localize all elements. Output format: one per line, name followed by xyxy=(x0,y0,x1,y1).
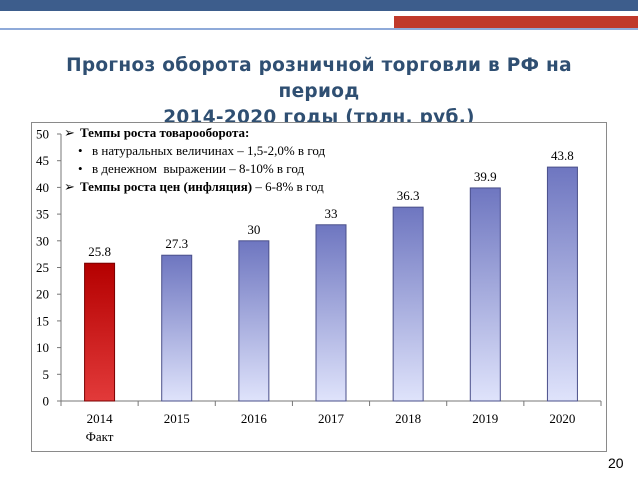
value-labels: 25.8 27.3 30 33 36.3 39.9 43.8 xyxy=(88,148,574,259)
value-label-2018: 36.3 xyxy=(397,188,420,203)
y-tick-label: 0 xyxy=(43,394,50,409)
arrow-bullet-icon: ➢ xyxy=(64,179,75,194)
value-label-2017: 33 xyxy=(325,206,338,221)
dot-bullet-icon: • xyxy=(78,161,83,176)
x-tick-label-2017: 2017 xyxy=(318,411,345,426)
x-tick-label-2016: 2016 xyxy=(241,411,268,426)
y-tick-label: 45 xyxy=(36,153,49,168)
note-item-1: ➢ Темпы роста товарооборота: xyxy=(64,124,325,142)
note-subitem-2: • в денежном выражении – 8-10% в год xyxy=(64,160,325,178)
x-sublabel-2014: Факт xyxy=(86,429,114,444)
y-tick-label: 20 xyxy=(36,287,49,302)
note-item-2-bold: Темпы роста цен (инфляция) xyxy=(80,179,253,194)
y-tick-label: 25 xyxy=(36,260,49,275)
bar-2016 xyxy=(238,240,270,402)
x-tick-label-2015: 2015 xyxy=(164,411,190,426)
note-subitem-1-text: в натуральных величинах – 1,5-2,0% в год xyxy=(92,143,326,158)
value-label-2015: 27.3 xyxy=(165,236,188,251)
note-item-1-text: Темпы роста товарооборота: xyxy=(80,125,250,140)
y-tick-label: 30 xyxy=(36,233,49,248)
y-tick-label: 15 xyxy=(36,313,49,328)
x-axis: 2014 Факт 2015 2016 2017 2018 2019 2020 xyxy=(60,400,602,444)
dot-bullet-icon: • xyxy=(78,143,83,158)
note-subitem-1: • в натуральных величинах – 1,5-2,0% в го… xyxy=(64,142,325,160)
top-decorative-band xyxy=(0,0,638,30)
chart-notes: ➢ Темпы роста товарооборота: • в натуральн… xyxy=(64,124,325,196)
value-label-2016: 30 xyxy=(247,222,260,237)
page-number: 20 xyxy=(608,455,624,471)
value-label-2020: 43.8 xyxy=(551,148,574,163)
value-label-2014: 25.8 xyxy=(88,244,111,259)
y-axis: 0 5 10 15 20 25 30 35 40 45 50 xyxy=(36,127,62,409)
bar-2019 xyxy=(469,187,501,402)
y-tick-label: 5 xyxy=(43,367,50,382)
y-tick-label: 35 xyxy=(36,207,49,222)
note-subitem-2-text: в денежном выражении – 8-10% в год xyxy=(92,161,305,176)
x-tick-label-2018: 2018 xyxy=(395,411,421,426)
title-line-1: Прогноз оборота розничной торговли в РФ … xyxy=(66,55,572,102)
x-tick-label-2014: 2014 xyxy=(87,411,114,426)
y-tick-label: 50 xyxy=(36,127,49,142)
bar-2015 xyxy=(161,254,193,402)
note-item-2: ➢ Темпы роста цен (инфляция) – 6-8% в год xyxy=(64,178,325,196)
slide-title: Прогноз оборота розничной торговли в РФ … xyxy=(30,53,608,131)
value-label-2019: 39.9 xyxy=(474,169,497,184)
x-tick-label-2020: 2020 xyxy=(549,411,575,426)
note-item-2-rest: – 6-8% в год xyxy=(252,179,324,194)
bar-2014 xyxy=(84,262,116,402)
y-tick-label: 10 xyxy=(36,340,49,355)
x-tick-label-2019: 2019 xyxy=(472,411,498,426)
bar-2018 xyxy=(392,206,424,402)
bar-2020 xyxy=(546,166,578,402)
y-tick-label: 40 xyxy=(36,180,49,195)
arrow-bullet-icon: ➢ xyxy=(64,125,75,140)
bar-series xyxy=(84,166,578,402)
bar-2017 xyxy=(315,224,347,402)
